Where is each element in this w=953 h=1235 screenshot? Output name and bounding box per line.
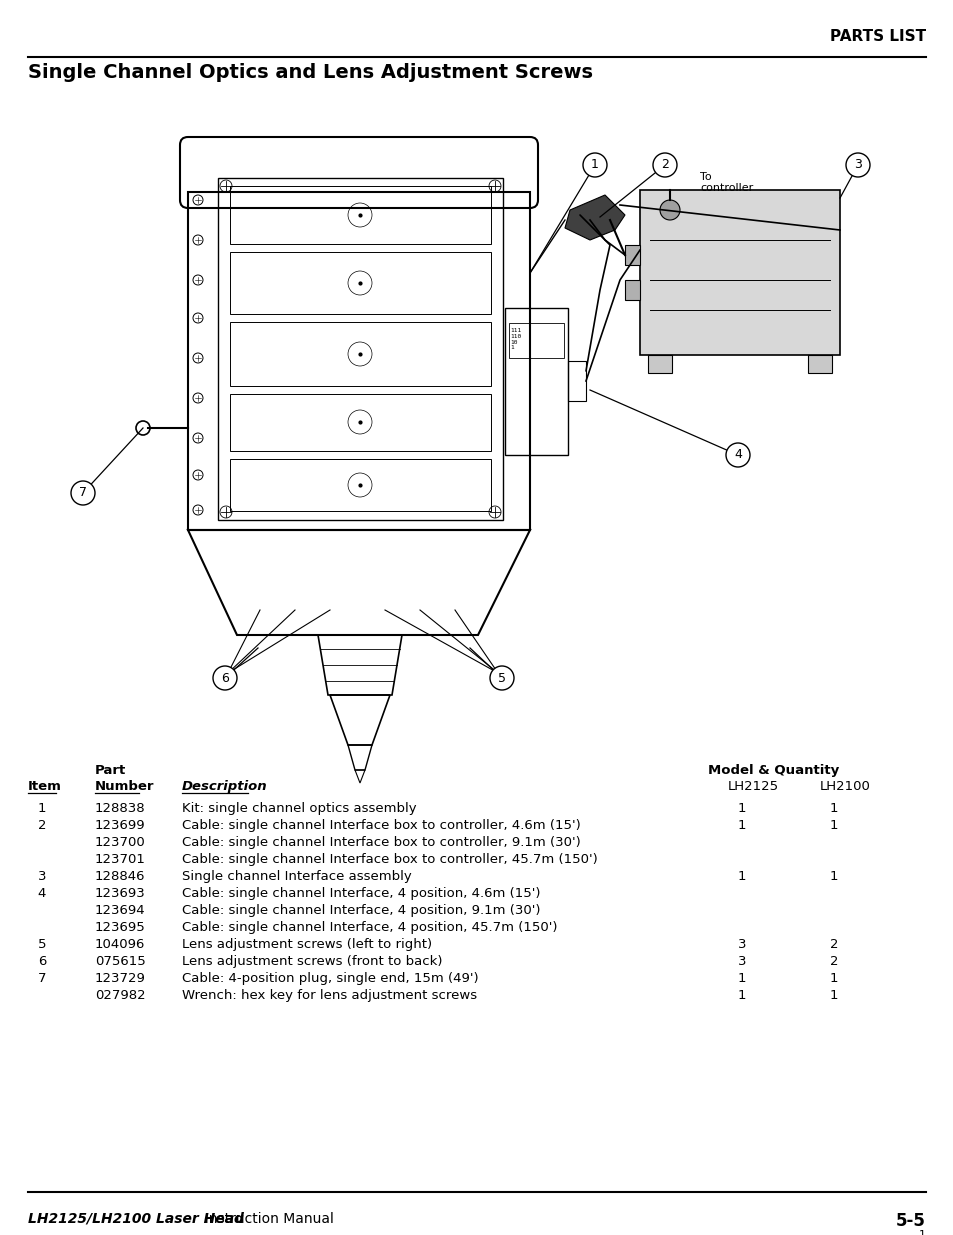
- Circle shape: [490, 666, 514, 690]
- Circle shape: [652, 153, 677, 177]
- Text: Single Channel Optics and Lens Adjustment Screws: Single Channel Optics and Lens Adjustmen…: [28, 63, 593, 82]
- Text: Part: Part: [95, 764, 126, 777]
- Text: Cable: single channel Interface, 4 position, 9.1m (30'): Cable: single channel Interface, 4 posit…: [182, 904, 540, 918]
- Text: 2: 2: [660, 158, 668, 172]
- Circle shape: [725, 443, 749, 467]
- Text: Cable: single channel Interface, 4 position, 45.7m (150'): Cable: single channel Interface, 4 posit…: [182, 921, 557, 934]
- Text: Wrench: hex key for lens adjustment screws: Wrench: hex key for lens adjustment scre…: [182, 989, 476, 1002]
- Text: Cable: single channel Interface box to controller, 4.6m (15'): Cable: single channel Interface box to c…: [182, 819, 580, 832]
- Text: 1: 1: [829, 972, 838, 986]
- Text: 104096: 104096: [95, 939, 145, 951]
- Text: 2: 2: [38, 819, 46, 832]
- Text: Kit: single channel optics assembly: Kit: single channel optics assembly: [182, 802, 416, 815]
- Polygon shape: [564, 195, 624, 240]
- Text: 123700: 123700: [95, 836, 146, 848]
- Text: Item: Item: [28, 781, 62, 793]
- Text: Cable: single channel Interface box to controller, 45.7m (150'): Cable: single channel Interface box to c…: [182, 853, 598, 866]
- Text: 1: 1: [38, 802, 46, 815]
- Text: 1: 1: [829, 869, 838, 883]
- Text: 3: 3: [737, 955, 745, 968]
- Polygon shape: [624, 245, 639, 266]
- Text: 1: 1: [737, 802, 745, 815]
- Text: 123699: 123699: [95, 819, 146, 832]
- Circle shape: [659, 200, 679, 220]
- Text: PARTS LIST: PARTS LIST: [829, 28, 925, 44]
- Text: 6: 6: [221, 672, 229, 684]
- Text: 123695: 123695: [95, 921, 146, 934]
- Text: 128838: 128838: [95, 802, 146, 815]
- Text: 7: 7: [79, 487, 87, 499]
- Text: 1: 1: [737, 819, 745, 832]
- Text: 6: 6: [38, 955, 46, 968]
- Text: controller: controller: [700, 183, 753, 193]
- Text: 1: 1: [737, 869, 745, 883]
- Text: Cable: single channel Interface, 4 position, 4.6m (15'): Cable: single channel Interface, 4 posit…: [182, 887, 540, 900]
- Text: To: To: [700, 172, 711, 182]
- Text: Description: Description: [182, 781, 268, 793]
- Text: 1: 1: [829, 989, 838, 1002]
- Text: 4: 4: [38, 887, 46, 900]
- Text: Model & Quantity: Model & Quantity: [707, 764, 839, 777]
- Text: 123701: 123701: [95, 853, 146, 866]
- Text: Lens adjustment screws (front to back): Lens adjustment screws (front to back): [182, 955, 442, 968]
- Text: 1: 1: [829, 802, 838, 815]
- Circle shape: [71, 480, 95, 505]
- Text: 123693: 123693: [95, 887, 146, 900]
- Text: 2: 2: [829, 955, 838, 968]
- Polygon shape: [647, 354, 671, 373]
- Text: Number: Number: [95, 781, 154, 793]
- Text: Single channel Interface assembly: Single channel Interface assembly: [182, 869, 412, 883]
- Text: 3: 3: [737, 939, 745, 951]
- Text: 075615: 075615: [95, 955, 146, 968]
- Text: Lens adjustment screws (left to right): Lens adjustment screws (left to right): [182, 939, 432, 951]
- Text: LH2100: LH2100: [820, 781, 870, 793]
- Text: 1: 1: [591, 158, 598, 172]
- Text: 2: 2: [829, 939, 838, 951]
- Circle shape: [136, 421, 150, 435]
- Text: 027982: 027982: [95, 989, 146, 1002]
- Text: 4: 4: [733, 448, 741, 462]
- Text: 128846: 128846: [95, 869, 146, 883]
- Text: LH2125: LH2125: [727, 781, 779, 793]
- Text: Cable: single channel Interface box to controller, 9.1m (30'): Cable: single channel Interface box to c…: [182, 836, 580, 848]
- Text: 5: 5: [38, 939, 46, 951]
- Text: 1: 1: [737, 989, 745, 1002]
- Circle shape: [845, 153, 869, 177]
- Polygon shape: [624, 280, 639, 300]
- Text: 5-5: 5-5: [895, 1212, 925, 1230]
- Text: 1: 1: [918, 1230, 925, 1235]
- Text: 3: 3: [853, 158, 861, 172]
- Polygon shape: [807, 354, 831, 373]
- Text: 123694: 123694: [95, 904, 146, 918]
- Text: LH2125/LH2100 Laser Head: LH2125/LH2100 Laser Head: [28, 1212, 244, 1226]
- Circle shape: [582, 153, 606, 177]
- Text: 111
110
10
1: 111 110 10 1: [510, 329, 520, 351]
- Text: Instruction Manual: Instruction Manual: [195, 1212, 334, 1226]
- Text: 1: 1: [829, 819, 838, 832]
- Text: 1: 1: [737, 972, 745, 986]
- Polygon shape: [639, 190, 840, 354]
- Text: Cable: 4-position plug, single end, 15m (49'): Cable: 4-position plug, single end, 15m …: [182, 972, 478, 986]
- Text: 123729: 123729: [95, 972, 146, 986]
- Text: 5: 5: [497, 672, 505, 684]
- Text: 3: 3: [38, 869, 46, 883]
- Circle shape: [213, 666, 236, 690]
- Text: 7: 7: [38, 972, 46, 986]
